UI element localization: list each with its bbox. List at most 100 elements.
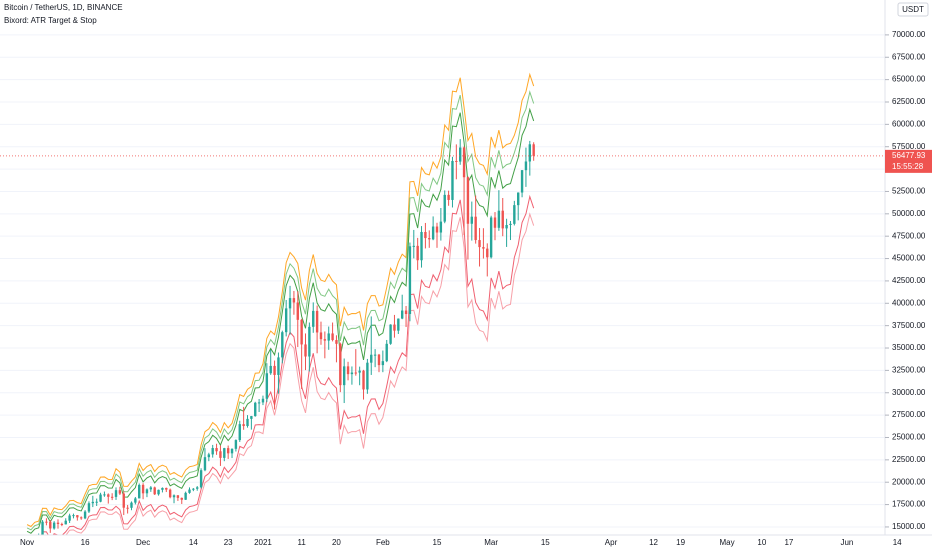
candle-body (230, 448, 234, 454)
candle-body (161, 487, 164, 490)
candle-body (354, 372, 357, 374)
candle-body (60, 523, 64, 525)
candle-body (107, 494, 110, 497)
candle-body (327, 333, 330, 341)
candle-body (168, 489, 172, 498)
x-tick-label: 17 (784, 538, 793, 547)
candle-body (377, 354, 381, 366)
candle-body (331, 333, 334, 341)
y-tick-label: 50000.00 (892, 209, 926, 218)
candle-body (261, 398, 265, 403)
candle-body (335, 340, 338, 344)
candle-body (517, 192, 520, 206)
candle-body (234, 440, 238, 449)
y-tick-label: 40000.00 (892, 298, 926, 307)
countdown-label: 15:55:28 (892, 162, 924, 171)
candle-body (501, 210, 504, 229)
atr-line (26, 90, 535, 531)
y-tick-label: 30000.00 (892, 388, 926, 397)
y-tick-label: 62500.00 (892, 97, 926, 106)
candle-body (203, 457, 207, 471)
currency-box[interactable] (897, 2, 929, 17)
y-tick-label: 22500.00 (892, 455, 926, 464)
candle-body (466, 177, 470, 224)
y-tick-label: 52500.00 (892, 187, 926, 196)
candle-body (52, 522, 56, 529)
x-tick-label: 12 (649, 538, 658, 547)
candle-body (400, 310, 404, 319)
candle-body (114, 490, 118, 497)
candle-body (199, 470, 203, 488)
candle-body (141, 484, 145, 494)
candle-body (509, 223, 512, 226)
atr-line (42, 212, 535, 535)
candle-body (319, 332, 323, 340)
y-tick-label: 15000.00 (892, 522, 926, 531)
y-tick-label: 57500.00 (892, 142, 926, 151)
y-tick-label: 70000.00 (892, 30, 926, 39)
candle-body (41, 521, 44, 535)
chart-title: Bitcoin / TetherUS, 1D, BINANCE (4, 3, 123, 12)
candle-body (215, 448, 218, 452)
candle-body (459, 147, 462, 162)
candle-body (122, 493, 125, 508)
candle-body (323, 339, 327, 341)
candle-body (95, 501, 98, 503)
candle-body (265, 373, 269, 399)
candle-body (192, 488, 195, 490)
candle-body (431, 226, 435, 240)
candle-body (87, 503, 91, 512)
candle-body (56, 522, 60, 524)
candle-body (284, 308, 288, 333)
x-tick-label: 15 (541, 538, 550, 547)
x-tick-label: 19 (676, 538, 685, 547)
candle-body (362, 370, 365, 390)
y-tick-label: 37500.00 (892, 321, 926, 330)
candle-body (219, 451, 222, 458)
x-tick-label: 16 (81, 538, 90, 547)
candle-body (45, 521, 48, 523)
x-tick-label: 20 (332, 538, 341, 547)
candle-body (416, 245, 419, 261)
y-tick-label: 27500.00 (892, 410, 926, 419)
candle-body (397, 318, 400, 331)
y-tick-label: 32500.00 (892, 365, 926, 374)
y-tick-label: 42500.00 (892, 276, 926, 285)
currency[interactable]: USDT (902, 5, 924, 14)
candle-body (462, 147, 466, 178)
candle-body (300, 319, 303, 345)
candle-body (296, 302, 299, 320)
candle-body (292, 298, 296, 303)
y-tick-label: 67500.00 (892, 52, 926, 61)
candle-body (493, 217, 497, 228)
x-tick-label: 14 (893, 538, 902, 547)
candle-body (72, 515, 75, 517)
candle-body (99, 494, 102, 502)
y-tick-label: 65000.00 (892, 75, 926, 84)
candle-body (342, 366, 346, 386)
candle-body (80, 517, 83, 519)
candle-body (443, 194, 446, 222)
x-tick-label: Feb (376, 538, 390, 547)
candle-body (447, 194, 450, 200)
candle-body (103, 494, 106, 496)
candle-body (412, 245, 415, 247)
candle-body (49, 521, 52, 529)
x-tick-label: Apr (605, 538, 618, 547)
y-tick-label: 47500.00 (892, 231, 926, 240)
candle-body (68, 515, 71, 521)
x-tick-label: 10 (757, 538, 766, 547)
candle-body (428, 238, 431, 240)
candle-body (207, 454, 211, 458)
candle-body (505, 225, 508, 229)
candle-body (408, 246, 412, 315)
x-tick-label: Mar (484, 538, 498, 547)
candle-body (424, 231, 427, 239)
x-tick-label: Nov (20, 538, 34, 547)
candle-body (385, 343, 388, 362)
candle-body (176, 495, 180, 498)
candle-body (118, 490, 122, 494)
candle-body (381, 361, 385, 366)
candle-body (474, 216, 477, 241)
